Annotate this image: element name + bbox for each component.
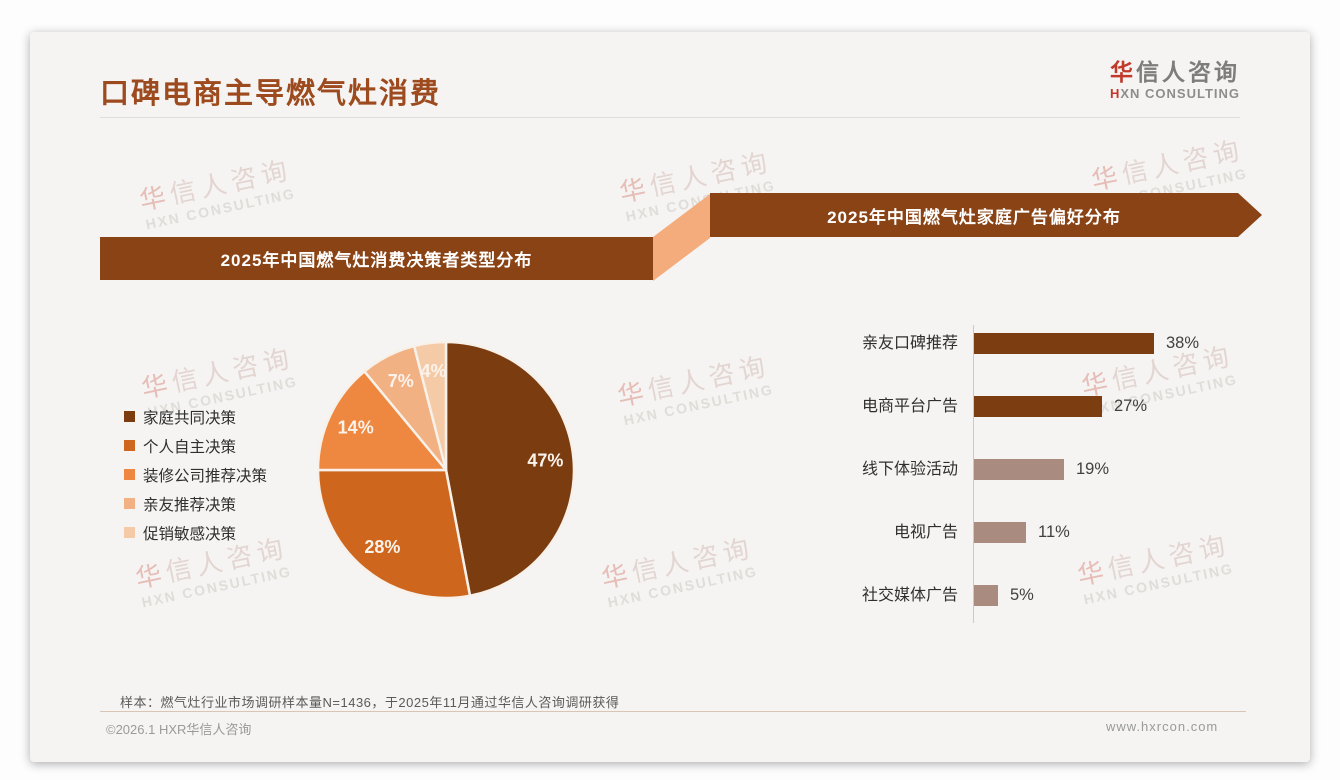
bar xyxy=(974,333,1154,354)
legend-swatch xyxy=(124,527,135,538)
legend-swatch xyxy=(124,440,135,451)
bar-category-label: 电商平台广告 xyxy=(861,398,958,415)
bar xyxy=(974,396,1102,417)
legend-item: 家庭共同决策 xyxy=(124,402,267,431)
legend-swatch xyxy=(124,498,135,509)
pie-slice xyxy=(316,370,448,472)
pie-slice-value-label: 47% xyxy=(527,451,563,471)
legend-item: 亲友推荐决策 xyxy=(124,489,267,518)
pie-slice-value-label: 4% xyxy=(420,361,446,381)
legend-swatch xyxy=(124,411,135,422)
bar xyxy=(974,459,1064,480)
bar-chart-axis xyxy=(973,325,974,623)
bar xyxy=(974,522,1026,543)
legend-label: 装修公司推荐决策 xyxy=(143,467,268,485)
legend-item: 个人自主决策 xyxy=(124,431,267,460)
bar-category-label: 亲友口碑推荐 xyxy=(861,335,958,352)
title-divider xyxy=(100,117,1240,118)
sample-note: 样本：燃气灶行业市场调研样本量N=1436，于2025年11月通过华信人咨询调研… xyxy=(120,695,620,710)
legend-item: 装修公司推荐决策 xyxy=(124,460,267,489)
bar-value-label: 5% xyxy=(1010,586,1034,604)
legend-label: 家庭共同决策 xyxy=(143,409,237,427)
pie-legend: 家庭共同决策 个人自主决策装修公司推荐决策 亲友推荐决策 促销敏感决策 xyxy=(124,402,267,547)
pie-slice-value-label: 7% xyxy=(388,371,414,391)
logo-en-text: HXN CONSULTING xyxy=(1109,86,1240,101)
footer-website: www.hxrcon.com xyxy=(1106,719,1219,734)
bar-value-label: 19% xyxy=(1076,460,1110,478)
pie-slice-value-label: 28% xyxy=(364,537,400,557)
legend-label: 亲友推荐决策 xyxy=(143,496,237,514)
bar-value-label: 38% xyxy=(1166,334,1200,352)
legend-swatch xyxy=(124,469,135,480)
bar-chart-title-banner: 2025年中国燃气灶家庭广告偏好分布 xyxy=(710,193,1262,237)
page-title: 口碑电商主导燃气灶消费 xyxy=(100,78,442,110)
legend-item: 促销敏感决策 xyxy=(124,518,267,547)
pie-chart: 47% 28% 14% 7% 4% xyxy=(316,340,576,600)
pie-chart-title-banner: 2025年中国燃气灶消费决策者类型分布 xyxy=(100,237,653,280)
footer-copyright: ©2026.1 HXR华信人咨询 xyxy=(106,722,252,737)
legend-label: 促销敏感决策 xyxy=(143,525,237,543)
pie-slice-value-label: 14% xyxy=(338,418,374,438)
company-logo: 华信人咨询 HXN CONSULTING xyxy=(1040,58,1240,102)
bar-category-label: 线下体验活动 xyxy=(861,461,958,478)
footer-divider xyxy=(100,711,1246,712)
logo-cn-text: 华信人咨询 xyxy=(1110,59,1240,85)
bar-value-label: 11% xyxy=(1038,523,1070,541)
bar-category-label: 社交媒体广告 xyxy=(861,587,958,604)
pie-slice xyxy=(412,340,448,472)
legend-label: 个人自主决策 xyxy=(143,438,237,456)
pie-slice xyxy=(444,340,576,597)
pie-slice xyxy=(316,468,472,600)
bar-category-label: 电视广告 xyxy=(893,524,958,541)
bar-value-label: 27% xyxy=(1114,397,1148,415)
bar xyxy=(974,585,998,606)
